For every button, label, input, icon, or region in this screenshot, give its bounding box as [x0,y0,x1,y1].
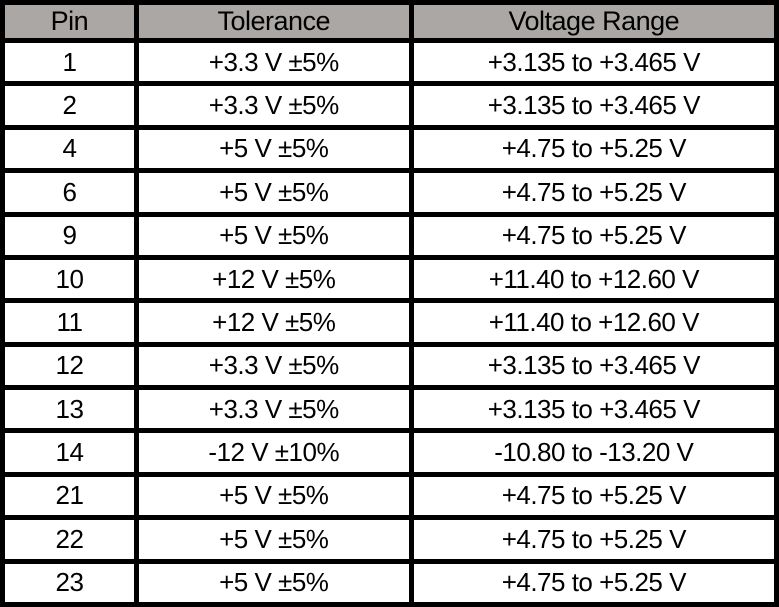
voltage-range-cell: +3.135 to +3.465 V [408,341,779,391]
table-row: 14 -12 V ±10% -10.80 to -13.20 V [0,428,779,477]
voltage-range-cell: +3.135 to +3.465 V [408,81,779,130]
table-row: 2 +3.3 V ±5% +3.135 to +3.465 V [0,81,779,130]
pin-cell: 9 [0,211,139,260]
tolerance-cell: +5 V ±5% [133,471,414,521]
column-header-voltage-range: Voltage Range [408,0,779,43]
voltage-range-cell: +11.40 to +12.60 V [408,254,779,304]
pin-cell: 14 [0,428,139,477]
tolerance-cell: +12 V ±5% [133,254,414,304]
tolerance-cell: +5 V ±5% [133,124,414,174]
pin-cell: 21 [0,471,139,521]
pin-cell: 4 [0,124,139,174]
tolerance-cell: +5 V ±5% [133,515,414,564]
tolerance-cell: +3.3 V ±5% [133,81,414,130]
pin-cell: 22 [0,515,139,564]
table-row: 22 +5 V ±5% +4.75 to +5.25 V [0,515,779,564]
column-header-pin: Pin [0,0,139,43]
pin-cell: 6 [0,168,139,217]
tolerance-cell: +3.3 V ±5% [133,341,414,391]
tolerance-cell: -12 V ±10% [133,428,414,477]
column-header-tolerance: Tolerance [133,0,414,43]
voltage-range-cell: +4.75 to +5.25 V [408,558,779,607]
tolerance-cell: +5 V ±5% [133,168,414,217]
table-row: 9 +5 V ±5% +4.75 to +5.25 V [0,211,779,260]
voltage-range-cell: +4.75 to +5.25 V [408,124,779,174]
tolerance-cell: +3.3 V ±5% [133,37,414,87]
voltage-range-cell: +3.135 to +3.465 V [408,37,779,87]
table-row: 1 +3.3 V ±5% +3.135 to +3.465 V [0,37,779,87]
table-row: 23 +5 V ±5% +4.75 to +5.25 V [0,558,779,607]
pin-cell: 2 [0,81,139,130]
voltage-range-cell: +4.75 to +5.25 V [408,471,779,521]
pin-cell: 12 [0,341,139,391]
tolerance-cell: +5 V ±5% [133,211,414,260]
pin-cell: 13 [0,384,139,434]
tolerance-cell: +12 V ±5% [133,298,414,347]
voltage-range-cell: +11.40 to +12.60 V [408,298,779,347]
table-row: 10 +12 V ±5% +11.40 to +12.60 V [0,254,779,304]
voltage-range-cell: +4.75 to +5.25 V [408,211,779,260]
table-row: 11 +12 V ±5% +11.40 to +12.60 V [0,298,779,347]
tolerance-cell: +3.3 V ±5% [133,384,414,434]
voltage-range-cell: +4.75 to +5.25 V [408,168,779,217]
voltage-range-cell: +3.135 to +3.465 V [408,384,779,434]
tolerance-cell: +5 V ±5% [133,558,414,607]
table-row: 13 +3.3 V ±5% +3.135 to +3.465 V [0,384,779,434]
pin-cell: 23 [0,558,139,607]
table-row: 6 +5 V ±5% +4.75 to +5.25 V [0,168,779,217]
voltage-range-cell: +4.75 to +5.25 V [408,515,779,564]
pin-cell: 10 [0,254,139,304]
pin-cell: 11 [0,298,139,347]
table-row: 12 +3.3 V ±5% +3.135 to +3.465 V [0,341,779,391]
table-header-row: Pin Tolerance Voltage Range [0,0,779,43]
pin-cell: 1 [0,37,139,87]
voltage-range-cell: -10.80 to -13.20 V [408,428,779,477]
table-row: 4 +5 V ±5% +4.75 to +5.25 V [0,124,779,174]
table-row: 21 +5 V ±5% +4.75 to +5.25 V [0,471,779,521]
